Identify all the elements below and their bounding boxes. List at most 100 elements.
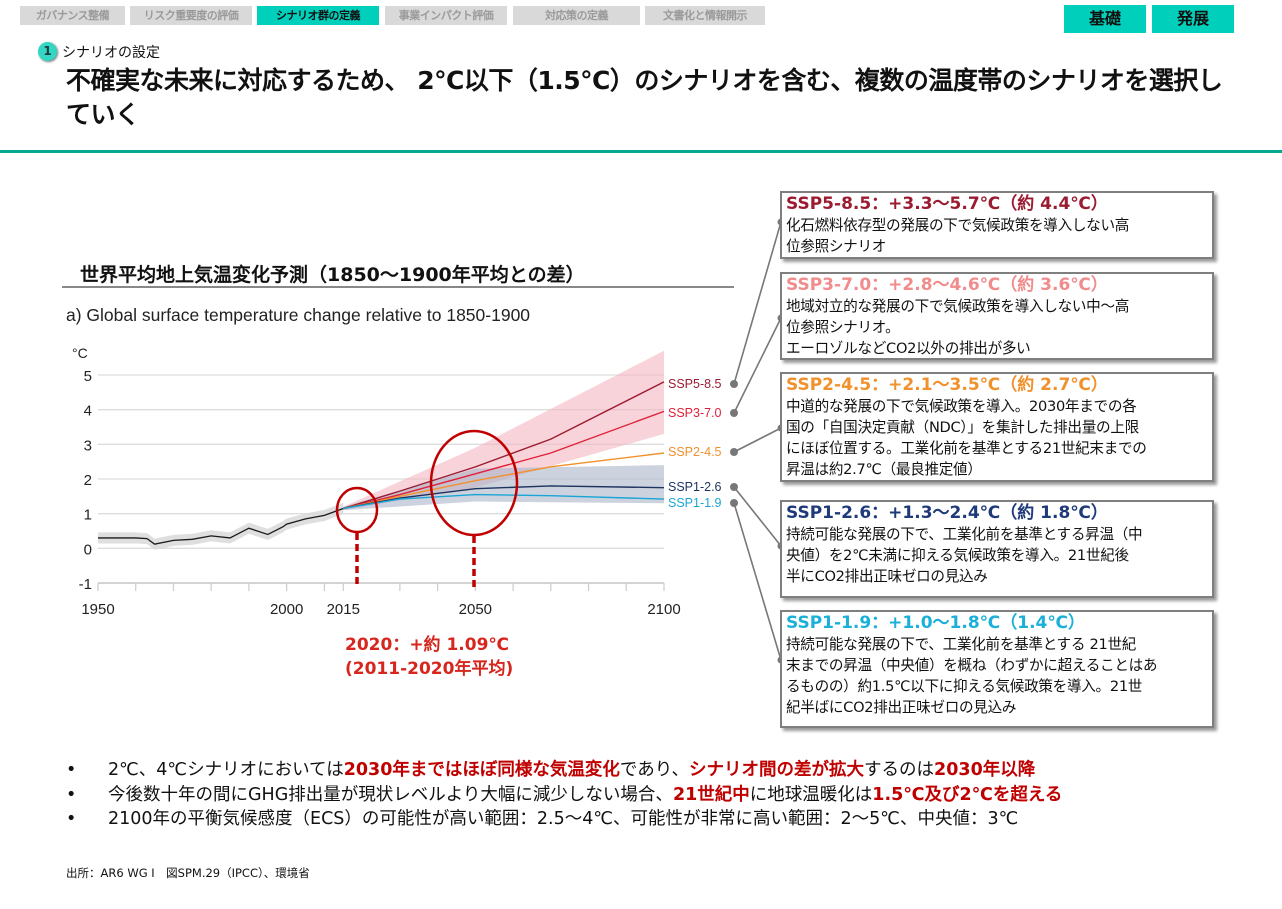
scenario-body: 化石燃料依存型の発展の下で気候政策を導入しない高 位参照シナリオ [786,215,1208,257]
key-point-text: 2℃、4℃シナリオにおいては [108,760,344,780]
highlight-circle-2020 [335,486,379,534]
key-point-text: 2100年の平衡気候感度（ECS）の可能性が高い範囲：2.5～4℃、可能性が非常… [108,809,1019,829]
nav-tab-scenario-definition[interactable]: シナリオ群の定義 [257,6,379,25]
scenario-heading: SSP2-4.5：+2.1～3.5℃（約 2.7℃） [786,375,1108,395]
ssp245-connector [733,427,782,453]
historical-line [98,507,344,545]
header-divider [0,150,1282,153]
source-citation: 出所：AR6 WG I 図SPM.29（IPCC）、環境省 [66,866,310,880]
scenario-body: 地域対立的な発展の下で気候政策を導入しない中～高 位参照シナリオ。 エーロゾルな… [786,296,1208,359]
scenario-box-ssp119: SSP1-1.9：+1.0～1.8℃（1.4℃） 持続可能な発展の下で、工業化前… [780,610,1214,728]
annotation-2020: 2020：+約 1.09℃ (2011-2020年平均) [345,633,513,681]
nav-tab-governance[interactable]: ガバナンス整備 [20,6,125,25]
scenario-body-line: るものの）約1.5℃以下に抑える気候政策を導入。21世 [786,678,1143,695]
scenario-heading: SSP5-8.5：+3.3～5.7℃（約 4.4℃） [786,194,1108,214]
bullet-marker: • [66,809,77,829]
callout-connectors [733,218,785,664]
chart-annotations [335,429,519,588]
ssp370-label: SSP3-7.0 [668,406,722,420]
x-tick-label: 2015 [327,601,360,618]
ssp119-connector [733,502,782,661]
chart-bands [98,350,664,550]
scenario-body-line: 化石燃料依存型の発展の下で気候政策を導入しない高 [786,217,1130,234]
annotation-2020-value: 2020：+約 1.09℃ [345,635,510,655]
ssp585-connector [733,221,782,385]
key-point-highlight: シナリオ間の差が拡大 [689,760,865,780]
x-tick-label: 2100 [647,601,680,618]
ssp119-label: SSP1-1.9 [668,496,722,510]
scenario-body-line: にほぼ位置する。工業化前を基準とする21世紀末までの [786,440,1147,457]
scenario-body: 中道的な発展の下で気候政策を導入。2030年までの各 国の「自国決定貢献（NDC… [786,396,1208,480]
bullet-marker: • [66,760,77,780]
ssp119-line [343,493,665,510]
x-tick-label: 1950 [81,601,114,618]
ssp370-connector [733,317,782,414]
scenario-box-ssp126: SSP1-2.6：+1.3～2.4℃（約 1.8℃） 持続可能な発展の下で、工業… [780,500,1214,598]
ssp370-line [343,410,665,510]
ssp585-line [343,381,665,510]
ssp245-label: SSP2-4.5 [668,445,722,459]
y-tick-label: 5 [84,368,92,385]
key-point: • 2100年の平衡気候感度（ECS）の可能性が高い範囲：2.5～4℃、可能性が非… [66,807,1062,832]
scenario-body-line: エーロゾルなどCO2以外の排出が多い [786,340,1031,357]
y-tick-label: -1 [79,576,92,593]
chart-labels: SSP5-8.5 SSP3-7.0 SSP2-4.5 SSP1-2.6 SSP1-1.9 [668,377,738,510]
y-tick-label: 3 [84,437,92,454]
nav-tab-disclosure[interactable]: 文書化と情報開示 [645,6,765,25]
section-number-badge: 1 [38,42,57,61]
key-point-highlight: 21世紀中 [672,784,750,805]
scenario-box-ssp245: SSP2-4.5：+2.1～3.5℃（約 2.7℃） 中道的な発展の下で気候政策… [780,372,1214,482]
scenario-body-line: 末までの昇温（中央値）を概ね（わずかに超えることはあ [786,657,1158,674]
scenario-body-line: 央値）を2℃未満に抑える気候政策を導入。21世紀後 [786,547,1129,564]
scenario-body-line: 昇温は約2.7℃（最良推定値） [786,461,982,478]
scenario-body-line: 地域対立的な発展の下で気候政策を導入しない中～高 [786,298,1130,315]
key-point: • 2℃、4℃シナリオにおいては2030年まではほぼ同様な気温変化であり、シナリオ… [66,758,1062,783]
level-basic-button[interactable]: 基礎 [1064,5,1146,33]
scenario-box-ssp370: SSP3-7.0：+2.8～4.6℃（約 3.6℃） 地域対立的な発展の下で気候… [780,272,1214,360]
key-point-text: に地球温暖化は [749,784,873,805]
ssp585-label: SSP5-8.5 [668,377,722,391]
scenario-body: 持続可能な発展の下で、工業化前を基準とする 21世紀 末までの昇温（中央値）を概… [786,634,1208,718]
key-point-text: 今後数十年の間にGHG排出量が現状レベルより大幅に減少しない場合、 [108,784,673,805]
y-axis-label: °C [72,345,88,361]
scenario-body-line: 持続可能な発展の下で、工業化前を基準とする昇温（中 [786,526,1143,543]
y-tick-label: 4 [84,403,92,420]
key-point-highlight: 2030年以降 [934,760,1036,780]
key-point-highlight: 1.5℃及び2℃を超える [872,784,1063,805]
highlight-circle-2050 [429,429,519,537]
scenario-box-ssp585: SSP5-8.5：+3.3～5.7℃（約 4.4℃） 化石燃料依存型の発展の下で… [780,191,1214,259]
chart-heading: 世界平均地上気温変化予測（1850～1900年平均との差） [80,264,585,286]
ssp126-connector [733,486,782,547]
chart-title: a) Global surface temperature change rel… [66,305,531,325]
ssp245-line [343,452,665,510]
scenario-body-line: 国の「自国決定貢献（NDC）」を集計した排出量の上限 [786,419,1139,436]
scenario-body-line: 中道的な発展の下で気候政策を導入。2030年までの各 [786,398,1137,415]
y-tick-label: 0 [84,541,92,558]
page-title: 不確実な未来に対応するため、 2℃以下（1.5℃）のシナリオを含む、複数の温度帯… [66,66,1223,129]
scenario-heading: SSP3-7.0：+2.8～4.6℃（約 3.6℃） [786,275,1108,295]
nav-tab-business-impact[interactable]: 事業インパクト評価 [385,6,507,25]
nav-tab-countermeasures[interactable]: 対応策の定義 [513,6,640,25]
scenario-body: 持続可能な発展の下で、工業化前を基準とする昇温（中 央値）を2℃未満に抑える気候… [786,524,1208,587]
y-tick-label: 2 [84,472,92,489]
ssp126-label: SSP1-2.6 [668,480,722,494]
scenario-body-line: 持続可能な発展の下で、工業化前を基準とする 21世紀 [786,636,1137,653]
chart-axes: 5 4 3 2 1 0 -1 °C 1950 2000 2015 2050 2100 [72,345,681,618]
nav-tab-risk-assessment[interactable]: リスク重要度の評価 [130,6,252,25]
key-point-text: するのは [864,760,935,780]
annotation-2020-period: (2011-2020年平均) [345,659,514,679]
key-point: • 今後数十年の間にGHG排出量が現状レベルより大幅に減少しない場合、21世紀中に… [66,783,1062,808]
bullet-marker: • [66,784,77,805]
scenario-heading: SSP1-2.6：+1.3～2.4℃（約 1.8℃） [786,503,1108,523]
x-tick-label: 2000 [270,601,303,618]
key-points-list: • 2℃、4℃シナリオにおいては2030年まではほぼ同様な気温変化であり、シナリオ… [66,758,1062,832]
key-point-highlight: 2030年まではほぼ同様な気温変化 [343,760,620,780]
scenario-body-line: 位参照シナリオ。 [786,319,900,336]
scenario-body-line: 紀半ばにCO2排出正味ゼロの見込み [786,699,1017,716]
scenario-heading: SSP1-1.9：+1.0～1.8℃（1.4℃） [786,613,1085,633]
y-tick-label: 1 [84,507,92,524]
key-point-text: であり、 [619,760,690,780]
section-label: シナリオの設定 [62,45,160,61]
level-advanced-button[interactable]: 発展 [1152,5,1234,33]
